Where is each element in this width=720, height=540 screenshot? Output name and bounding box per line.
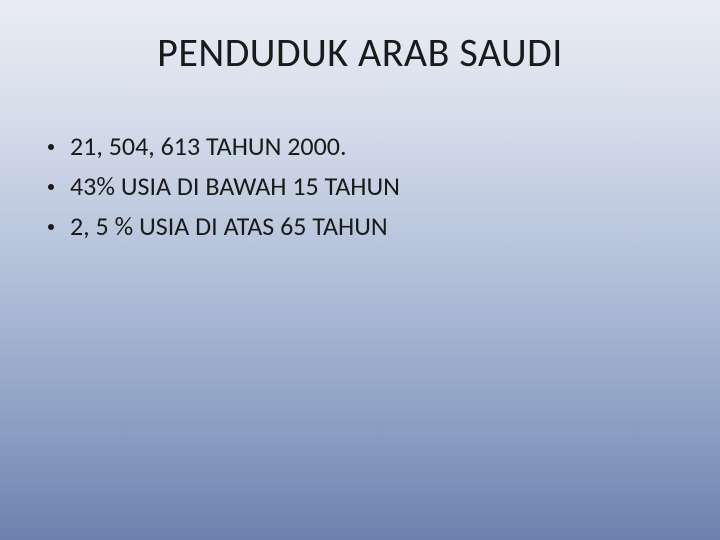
bullet-text: 21, 504, 613 TAHUN 2000. (70, 130, 680, 164)
bullet-icon (48, 184, 54, 190)
list-item: 43% USIA DI BAWAH 15 TAHUN (40, 170, 680, 204)
bullet-text: 2, 5 % USIA DI ATAS 65 TAHUN (70, 210, 680, 244)
bullet-list: 21, 504, 613 TAHUN 2000. 43% USIA DI BAW… (40, 130, 680, 249)
bullet-icon (48, 224, 54, 230)
bullet-text: 43% USIA DI BAWAH 15 TAHUN (70, 170, 680, 204)
list-item: 2, 5 % USIA DI ATAS 65 TAHUN (40, 210, 680, 244)
bullet-icon (48, 144, 54, 150)
slide: PENDUDUK ARAB SAUDI 21, 504, 613 TAHUN 2… (0, 0, 720, 540)
slide-title: PENDUDUK ARAB SAUDI (0, 28, 720, 77)
list-item: 21, 504, 613 TAHUN 2000. (40, 130, 680, 164)
